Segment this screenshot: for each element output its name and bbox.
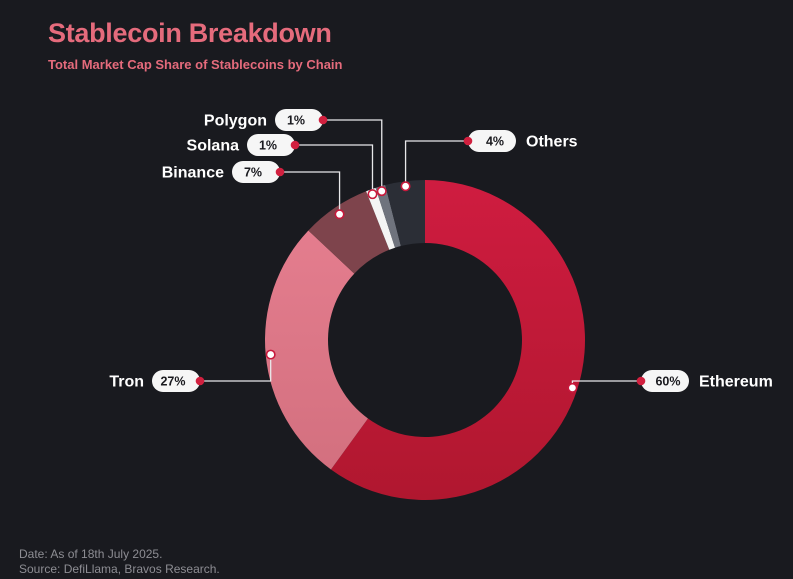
- slice-others: [385, 180, 425, 247]
- donut-slices: [265, 180, 586, 501]
- value-pill-solana: [247, 134, 295, 156]
- slice-marker-binance: [334, 209, 345, 220]
- slice-solana: [366, 187, 396, 250]
- leader-line-ethereum: [571, 380, 641, 388]
- leader-line-binance: [280, 171, 341, 215]
- leader-line-solana: [295, 144, 374, 195]
- slice-marker-solana: [367, 189, 378, 200]
- label-polygon: 1% Polygon: [204, 109, 387, 197]
- label-solana: 1% Solana: [187, 134, 378, 200]
- value-label-ethereum: 60%: [655, 375, 680, 389]
- value-pill-ethereum: [641, 370, 689, 392]
- pill-dot-others: [463, 136, 473, 146]
- footer-date: Date: As of 18th July 2025.: [19, 547, 163, 561]
- chart-title: Stablecoin Breakdown: [48, 18, 332, 48]
- slice-marker-others: [400, 181, 411, 192]
- donut-labels: 60% Ethereum 27% Tron 7% Binance 1% Solana 1% Pol…: [109, 109, 773, 393]
- slice-name-tron: Tron: [109, 374, 144, 391]
- value-label-binance: 7%: [244, 166, 262, 180]
- pill-dot-binance: [275, 167, 285, 177]
- pill-dot-solana: [290, 140, 300, 150]
- slice-name-binance: Binance: [162, 165, 224, 182]
- value-pill-binance: [232, 161, 280, 183]
- label-binance: 7% Binance: [162, 161, 345, 220]
- pill-dot-tron: [195, 376, 205, 386]
- value-label-others: 4%: [486, 135, 504, 149]
- slice-marker-tron: [265, 349, 276, 360]
- chart-footer: Date: As of 18th July 2025. Source: Defi…: [19, 547, 220, 577]
- chart-subtitle: Total Market Cap Share of Stablecoins by…: [48, 57, 343, 72]
- slice-tron: [265, 230, 368, 470]
- leader-line-polygon: [323, 119, 383, 192]
- slice-name-polygon: Polygon: [204, 113, 267, 130]
- value-pill-others: [468, 130, 516, 152]
- value-label-polygon: 1%: [287, 114, 305, 128]
- slice-name-ethereum: Ethereum: [699, 374, 773, 391]
- leader-line-others: [404, 140, 468, 187]
- slice-binance: [308, 191, 390, 274]
- label-others: 4% Others: [400, 130, 578, 192]
- slice-name-solana: Solana: [187, 138, 240, 155]
- slice-name-others: Others: [526, 134, 578, 151]
- slice-polygon: [375, 185, 401, 248]
- leader-line-tron: [200, 354, 272, 382]
- pill-dot-polygon: [318, 115, 328, 125]
- label-ethereum: 60% Ethereum: [567, 370, 773, 393]
- slice-marker-ethereum: [567, 382, 578, 393]
- slice-marker-polygon: [376, 186, 387, 197]
- pill-dot-ethereum: [636, 376, 646, 386]
- value-pill-tron: [152, 370, 200, 392]
- value-label-solana: 1%: [259, 139, 277, 153]
- footer-source: Source: DefiLlama, Bravos Research.: [19, 562, 220, 576]
- label-tron: 27% Tron: [109, 349, 276, 392]
- slice-ethereum: [330, 180, 586, 501]
- value-pill-polygon: [275, 109, 323, 131]
- value-label-tron: 27%: [160, 375, 185, 389]
